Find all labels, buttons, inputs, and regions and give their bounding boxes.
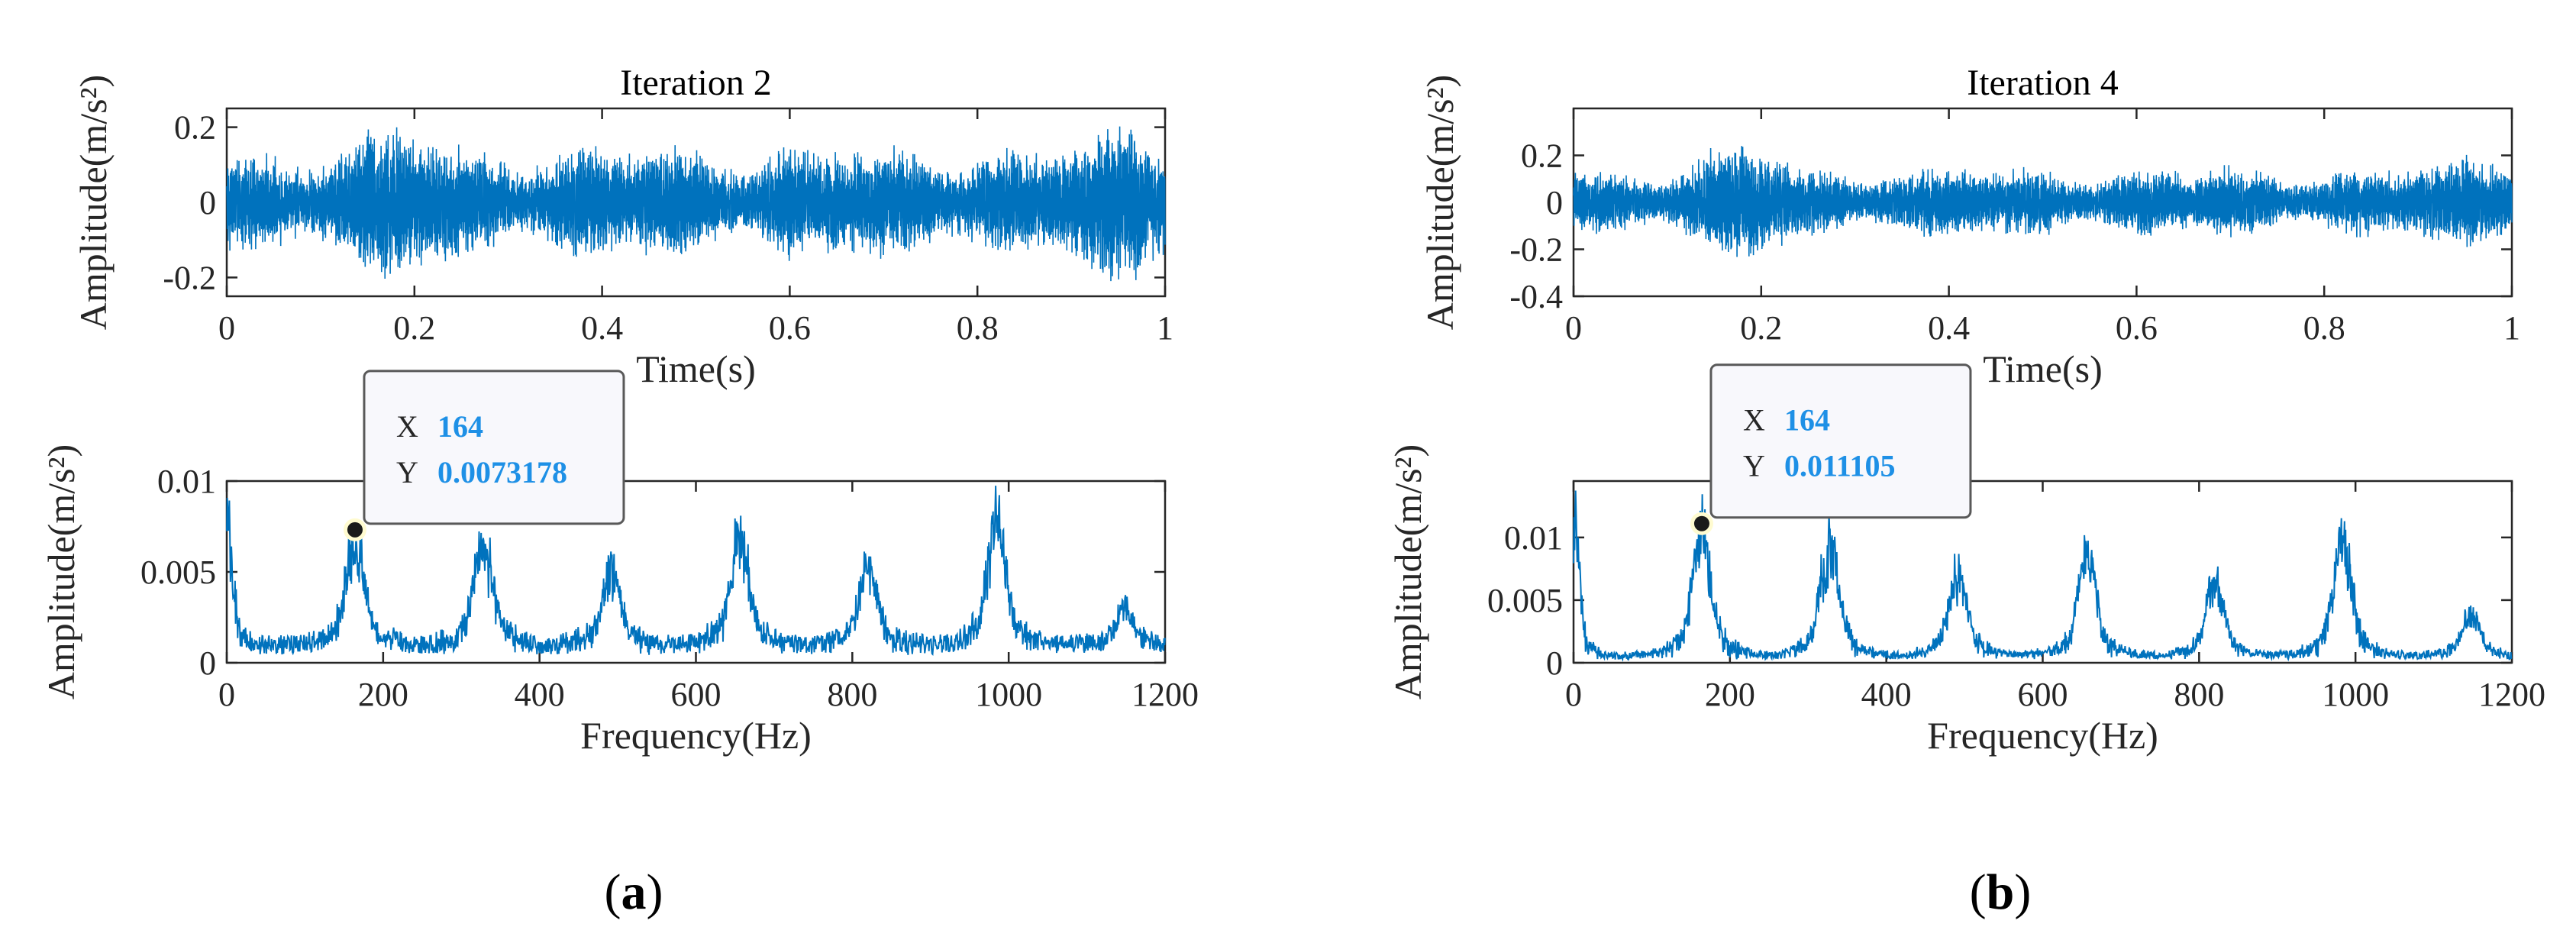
freq-xlabel: Frequency(Hz) [580, 714, 812, 757]
freq-xlabel: Frequency(Hz) [1927, 714, 2158, 757]
time-xtick-label: 0.2 [1740, 309, 1782, 347]
datatip-x-value: 164 [1784, 403, 1830, 438]
time-title: Iteration 2 [620, 63, 772, 103]
time-xtick-label: 0.6 [769, 309, 811, 347]
datatip-y-key: Y [396, 455, 418, 489]
freq-xtick-label: 600 [2018, 676, 2068, 713]
datatip-box: X 164 Y 0.0073178 [363, 370, 625, 525]
time-xtick-label: 0 [218, 309, 235, 347]
freq-ytick-label: 0.005 [140, 554, 216, 591]
freq-ytick-label: 0 [199, 644, 216, 682]
datatip-y-value: 0.0073178 [437, 455, 567, 489]
panel-label: (b) [1970, 864, 2032, 920]
datatip-frame [1709, 363, 1972, 519]
time-ytick-label: -0.2 [163, 259, 216, 296]
datatip-x-value: 164 [437, 409, 483, 444]
freq-ylabel: Amplitude(m/s²) [1386, 444, 1429, 699]
time-ytick-label: -0.4 [1509, 278, 1563, 315]
freq-xtick-label: 400 [515, 676, 565, 713]
time-plot: 0 0.2 0.4 0.6 0.8 1-0.200.2Time(s)Amplitude(m… [72, 63, 1173, 390]
freq-xtick-label: 0 [1565, 676, 1582, 713]
freq-ytick-label: 0 [1546, 644, 1563, 682]
time-ytick-label: 0 [1546, 184, 1563, 221]
datatip-marker [1693, 515, 1709, 531]
time-signal-line [1573, 146, 2513, 257]
freq-xtick-label: 1000 [2322, 676, 2389, 713]
time-title: Iteration 4 [1967, 63, 2119, 103]
datatip-x-key: X [396, 409, 418, 444]
time-xtick-label: 0.8 [957, 309, 999, 347]
freq-ytick-label: 0.01 [157, 463, 216, 500]
panel-label-open: ( [1970, 864, 1987, 920]
time-xtick-label: 0.2 [393, 309, 435, 347]
freq-xtick-label: 0 [218, 676, 235, 713]
freq-xtick-label: 1200 [1131, 676, 1199, 713]
time-xtick-label: 0.6 [2116, 309, 2158, 347]
datatip-box: X 164 Y 0.011105 [1709, 363, 1972, 519]
panel-label-open: ( [605, 864, 621, 920]
panel-b: 0 0.2 0.4 0.6 0.8 1 -0.4 -0.2 0 0.2 Time(s) Amplitu… [1386, 63, 2545, 920]
time-signal-line [226, 126, 1166, 282]
datatip-frame [363, 370, 625, 525]
time-plot: 0 0.2 0.4 0.6 0.8 1 -0.4 -0.2 0 0.2 Time(s) Amplitu… [1419, 63, 2520, 390]
time-xtick-label: 1 [1157, 309, 1173, 347]
panel-label-close: ) [2014, 864, 2031, 920]
freq-xtick-label: 600 [671, 676, 721, 713]
panel-label-close: ) [647, 864, 663, 920]
freq-xtick-label: 200 [358, 676, 408, 713]
freq-ytick-label: 0.01 [1504, 519, 1563, 557]
time-ytick-label: -0.2 [1509, 231, 1563, 269]
spectrum-line [226, 486, 1166, 657]
freq-xtick-label: 1200 [2478, 676, 2545, 713]
time-xlabel: Time(s) [636, 347, 756, 390]
time-xtick-label: 0 [1565, 309, 1582, 347]
spectrum-plot: 0 200 400 600 800 1000 1200 0 0.005 0.01 Frequency… [40, 370, 1199, 757]
panel-label: (a) [605, 864, 663, 920]
freq-xtick-label: 800 [2174, 676, 2224, 713]
time-ytick-label: 0.2 [174, 109, 216, 147]
time-ytick-label: 0 [199, 184, 216, 221]
time-xtick-label: 0.4 [1928, 309, 1970, 347]
datatip-y-value: 0.011105 [1784, 449, 1896, 483]
datatip-y-key: Y [1743, 449, 1765, 483]
datatip-x-key: X [1743, 403, 1765, 438]
panel-label-letter: a [621, 864, 647, 920]
time-ylabel: Amplitude(m/s²) [72, 75, 115, 330]
time-xtick-label: 0.8 [2303, 309, 2345, 347]
freq-xtick-label: 400 [1861, 676, 1912, 713]
spectrum-line [1573, 490, 2513, 662]
panel-a: 0 0.2 0.4 0.6 0.8 1-0.200.2Time(s)Amplitude(m… [40, 63, 1199, 920]
freq-ytick-label: 0.005 [1487, 582, 1563, 619]
time-xtick-label: 0.4 [581, 309, 623, 347]
freq-ylabel: Amplitude(m/s²) [40, 444, 82, 699]
time-ylabel: Amplitude(m/s²) [1419, 75, 1461, 330]
spectrum-plot: 0 200 400 600 800 1000 1200 0 0.005 0.01 Frequency… [1386, 363, 2545, 757]
time-ytick-label: 0.2 [1521, 137, 1563, 175]
freq-xtick-label: 1000 [975, 676, 1042, 713]
time-xlabel: Time(s) [1983, 347, 2103, 390]
datatip-marker [347, 522, 363, 538]
panel-label-letter: b [1987, 864, 2015, 920]
time-xtick-label: 1 [2503, 309, 2520, 347]
freq-xtick-label: 800 [827, 676, 877, 713]
freq-xtick-label: 200 [1705, 676, 1755, 713]
